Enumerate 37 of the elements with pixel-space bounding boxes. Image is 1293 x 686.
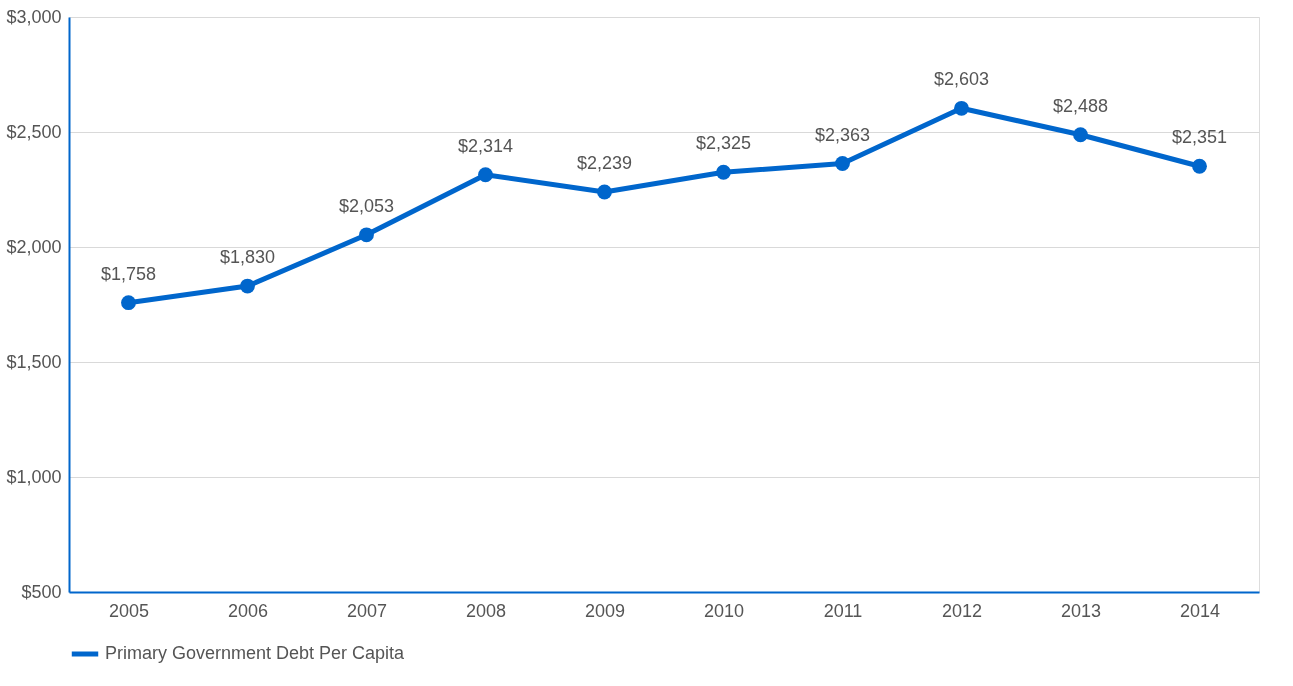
x-tick-label: 2007 [346,600,388,621]
point [1073,127,1088,143]
text: $2,053 [338,195,395,216]
text: $2,603 [933,69,990,90]
legend-label: Primary Government Debt Per Capita [105,643,406,663]
x-tick-label: 2012 [941,600,983,621]
text: $2,363 [814,124,871,145]
x-tick-label: 2011 [823,600,863,621]
point [716,164,731,180]
y-tick-label: $1,000 [6,466,62,487]
x-tick-label: 2006 [227,600,269,621]
y-tick-label: $3,000 [6,6,62,27]
text: $1,758 [100,263,157,284]
text: $2,239 [576,153,633,174]
x-tick-label: 2009 [584,600,626,621]
point [240,278,255,294]
x-tick-label: 2013 [1060,600,1102,621]
x-tick-label: 2008 [465,600,507,621]
text: $2,314 [457,135,514,156]
point [478,167,493,183]
text: $1,830 [219,247,276,268]
y-tick-label: $500 [21,581,62,602]
y-tick-label: $1,500 [6,351,62,372]
text: $2,351 [1171,127,1228,148]
point [835,156,850,171]
x-tick-label: 2005 [108,600,150,621]
text: $2,488 [1052,95,1109,116]
point [1192,158,1207,174]
y-tick-label: $2,000 [6,236,62,257]
x-tick-label: 2010 [703,600,745,621]
text: $2,325 [695,133,752,154]
point [121,295,136,311]
y-tick-label: $2,500 [6,121,62,142]
x-tick-label: 2014 [1179,600,1221,621]
point [359,227,374,243]
point [597,184,612,200]
point [954,100,969,116]
